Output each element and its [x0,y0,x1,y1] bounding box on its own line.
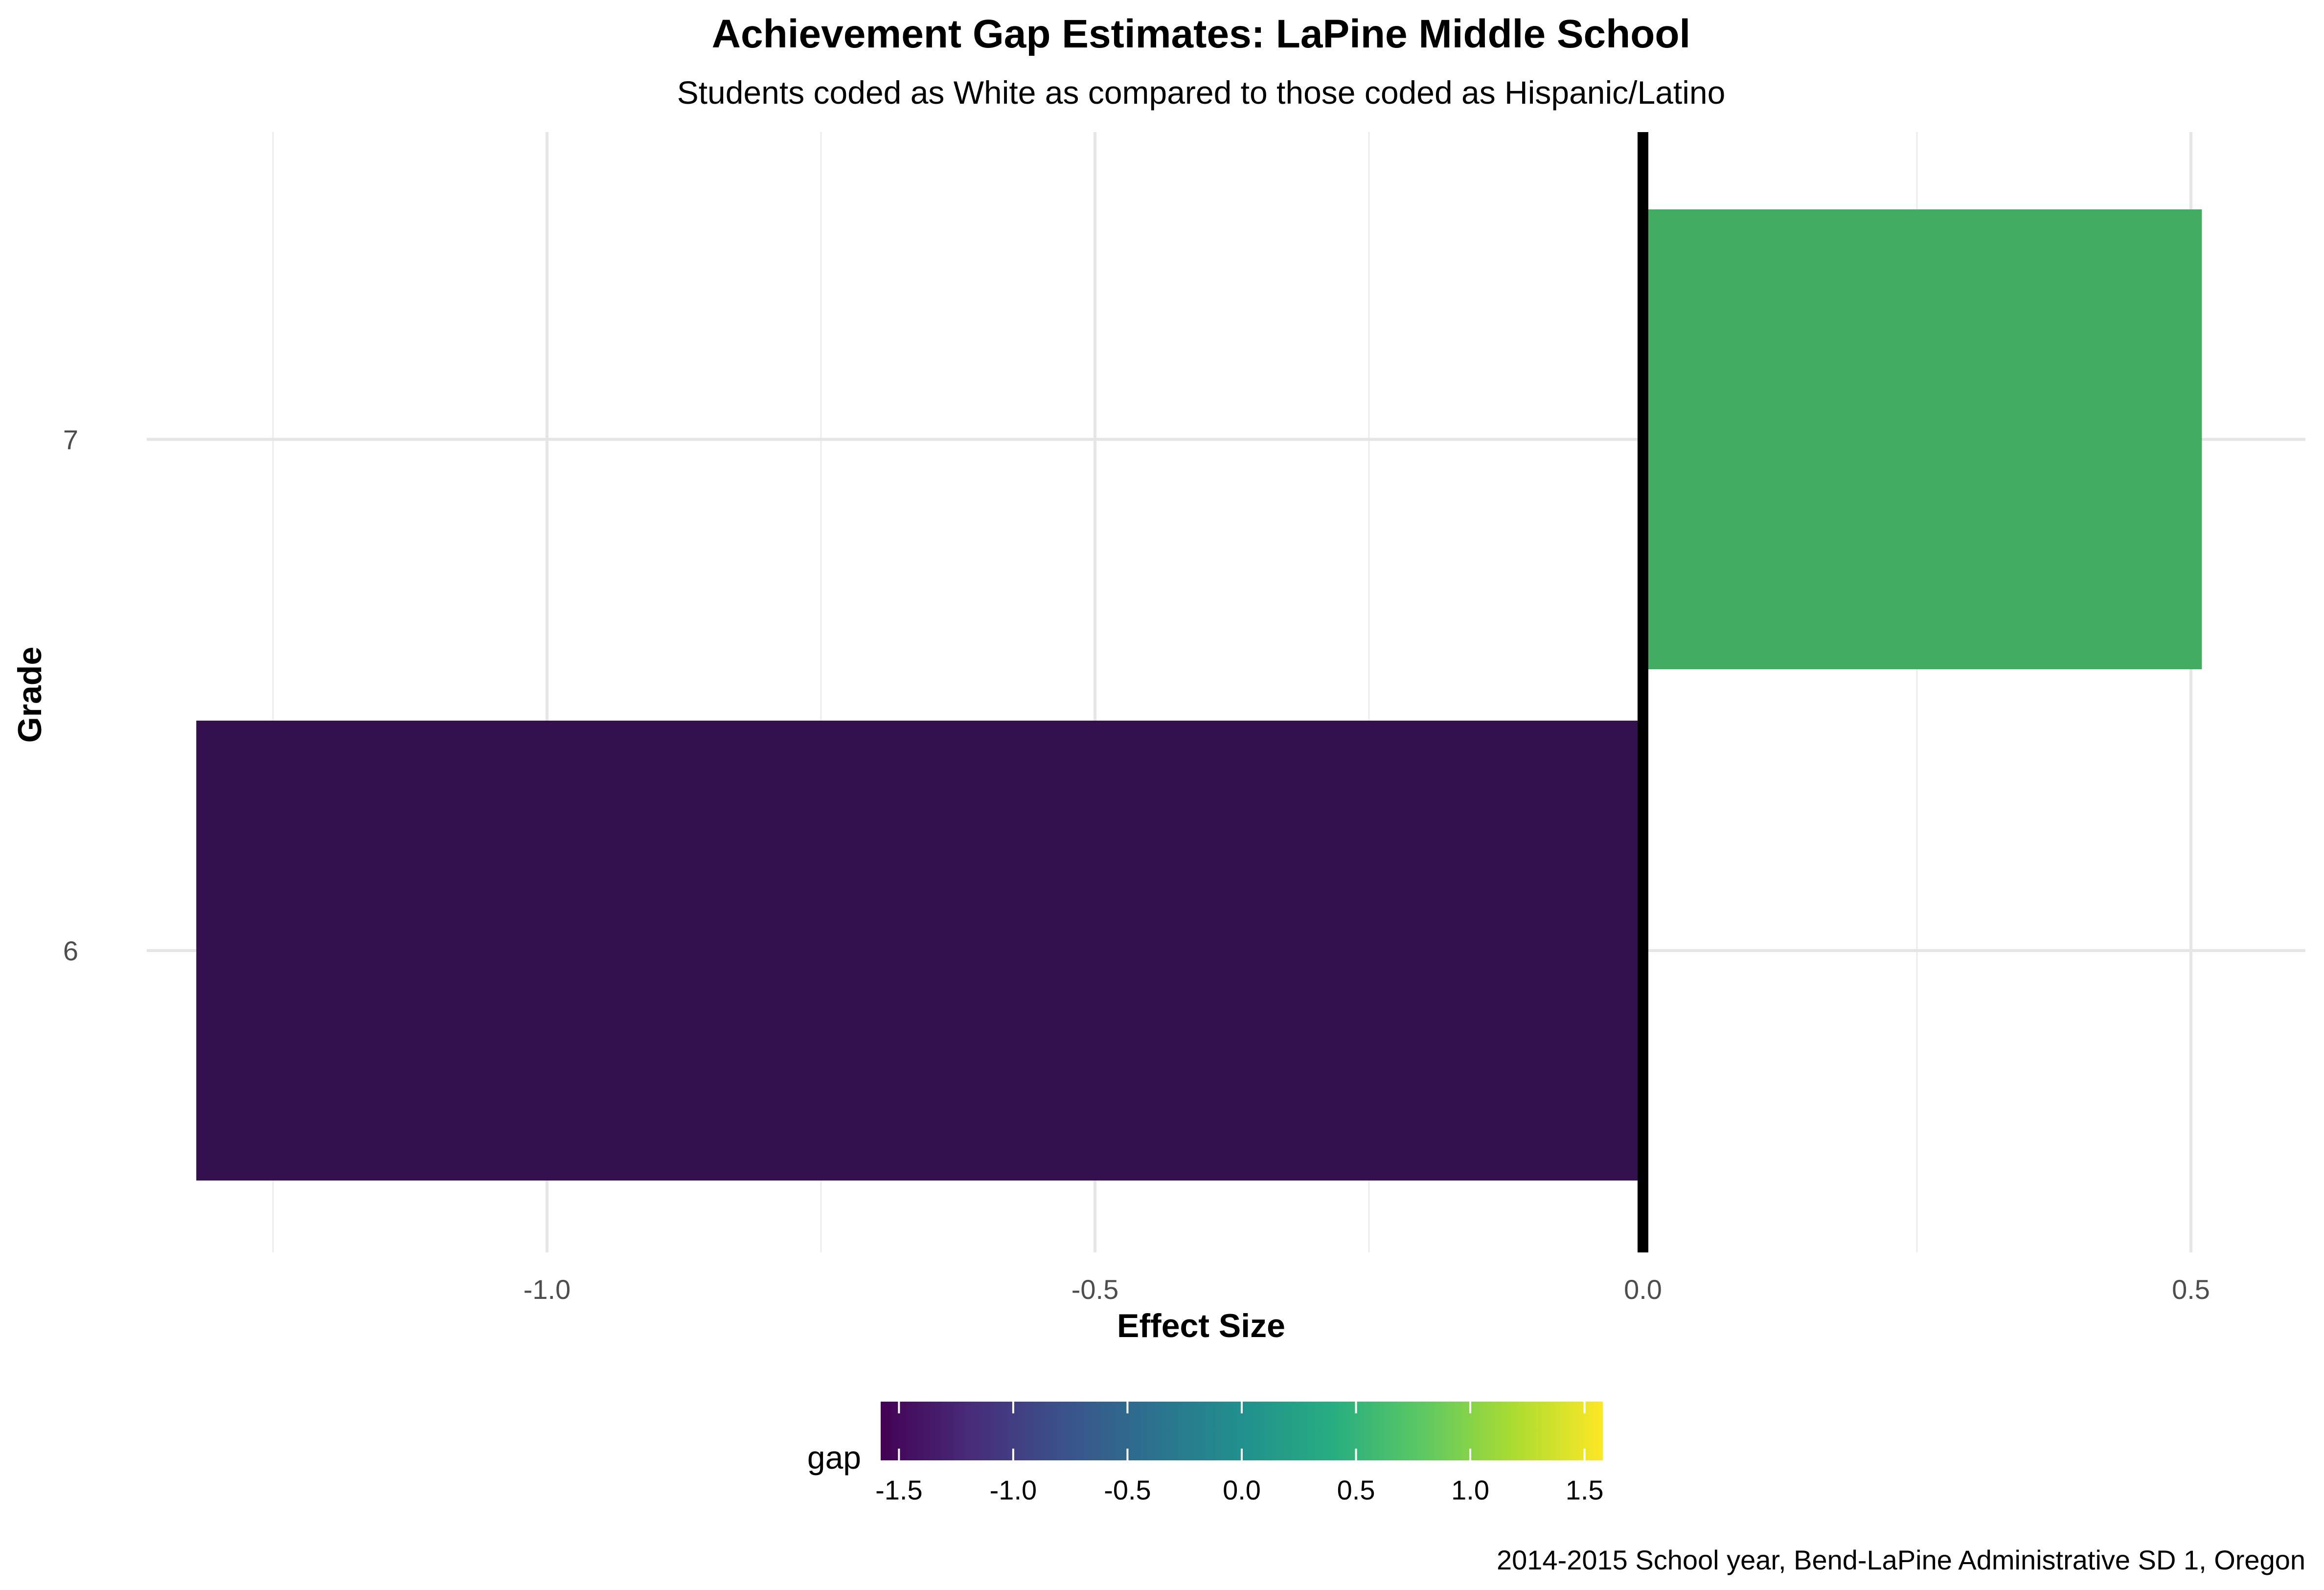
x-tick-label: 0.5 [2172,1274,2210,1305]
legend-tick-label: 0.0 [1223,1475,1261,1505]
x-tick-label: -0.5 [1071,1274,1119,1305]
bars [196,209,2202,1181]
x-axis-ticks: -1.0 -0.5 0.0 0.5 [524,1274,2210,1305]
chart-title: Achievement Gap Estimates: LaPine Middle… [712,12,1690,56]
x-tick-label: 0.0 [1624,1274,1662,1305]
y-tick-label-6: 6 [63,935,78,966]
bar-grade-6 [196,721,1643,1181]
legend: gap -1.5 -1.0 -0.5 0.0 0.5 1.0 1.5 [807,1402,1604,1505]
y-tick-label-7: 7 [63,424,78,455]
y-axis-ticks: 67 [63,424,78,966]
legend-tick-label: -0.5 [1104,1475,1151,1505]
legend-tick-label: -1.5 [875,1475,923,1505]
legend-title: gap [807,1439,861,1476]
legend-tick-label: 1.0 [1451,1475,1489,1505]
x-axis-title: Effect Size [1117,1307,1285,1344]
legend-tick-label: 1.5 [1566,1475,1604,1505]
chart-subtitle: Students coded as White as compared to t… [677,74,1726,111]
x-tick-label: -1.0 [524,1274,571,1305]
bar-grade-7 [1643,209,2202,669]
y-axis-title: Grade [11,647,48,743]
legend-ticks: -1.5 -1.0 -0.5 0.0 0.5 1.0 1.5 [875,1402,1604,1505]
legend-tick-label: 0.5 [1337,1475,1375,1505]
legend-tick-label: -1.0 [990,1475,1037,1505]
chart-caption: 2014-2015 School year, Bend-LaPine Admin… [1497,1545,2305,1575]
